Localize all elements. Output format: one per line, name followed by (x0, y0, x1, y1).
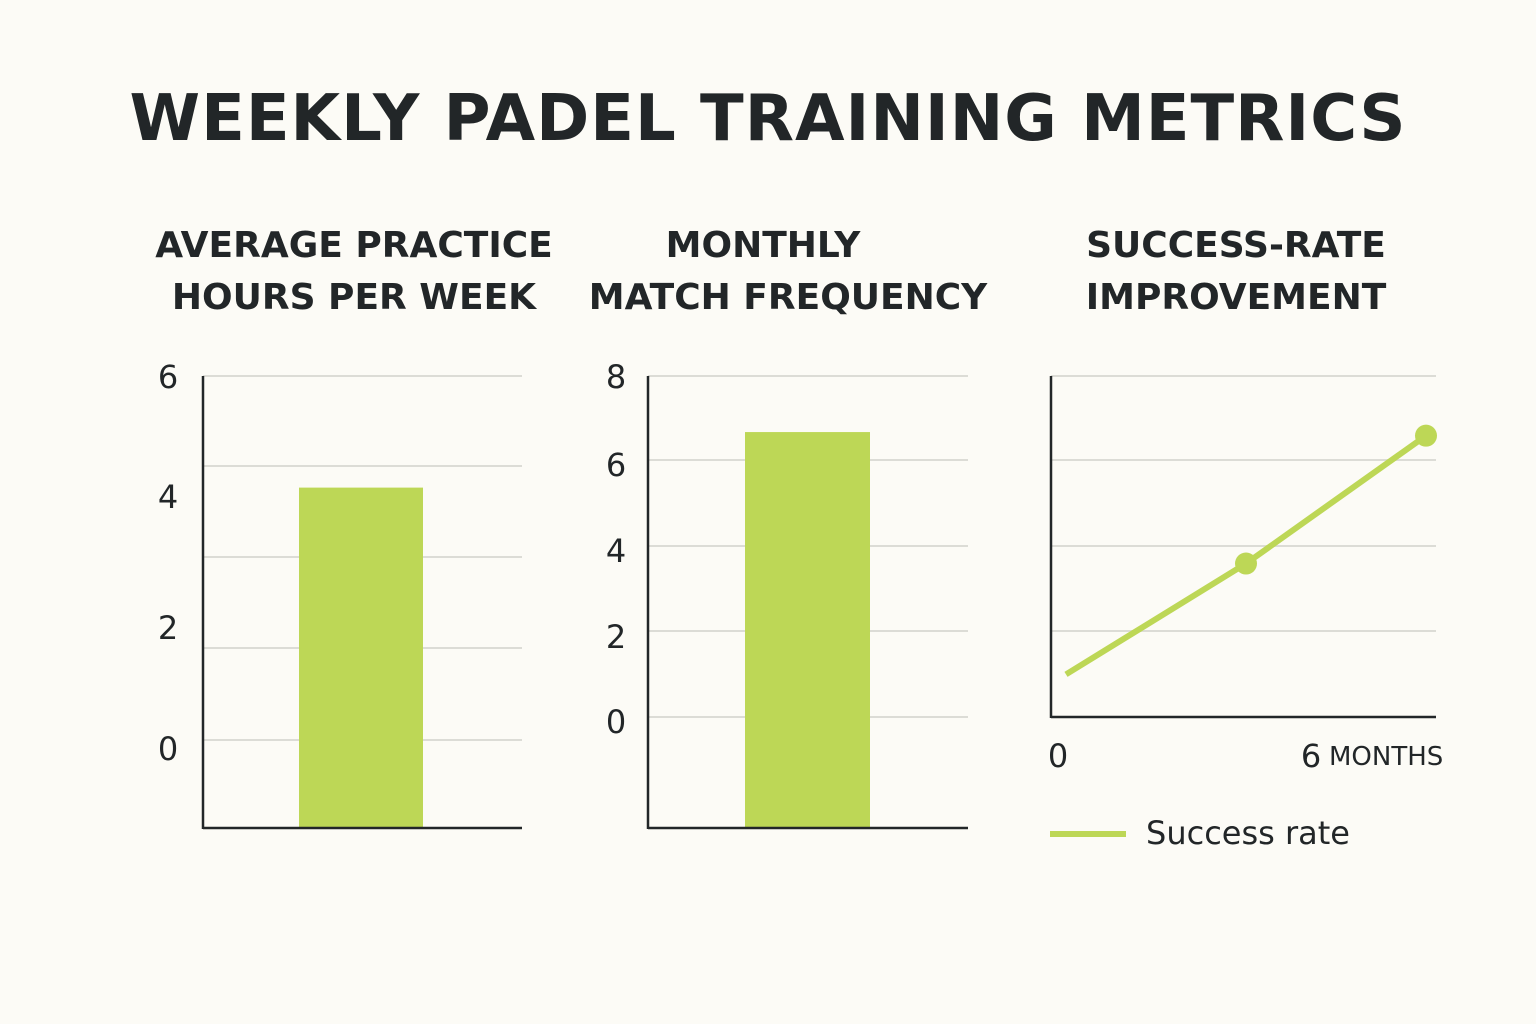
chart2-title: MONTHLY MATCH FREQUENCY (589, 220, 987, 324)
legend-swatch (1050, 831, 1126, 837)
y-tick-label: 2 (606, 618, 626, 656)
legend-label: Success rate (1146, 814, 1350, 852)
y-tick-label: 0 (606, 703, 626, 741)
y-tick-label: 0 (158, 730, 178, 768)
x-tick-label: 0 (1048, 737, 1068, 775)
y-tick-label: 4 (158, 478, 178, 516)
data-point (1235, 552, 1257, 575)
y-tick-label: 6 (158, 358, 178, 396)
chart3-title-line2: IMPROVEMENT (1085, 277, 1387, 318)
chart2-title-line1: MONTHLY (665, 225, 861, 266)
y-tick-label: 6 (606, 446, 626, 484)
y-tick-label: 8 (606, 358, 626, 396)
y-tick-label: 4 (606, 532, 626, 570)
bar (745, 432, 870, 828)
data-point (1415, 424, 1437, 447)
y-tick-label: 2 (158, 609, 178, 647)
chart2-title-line2: MATCH FREQUENCY (588, 277, 988, 318)
chart-title: WEEKLY PADEL TRAINING METRICS (129, 82, 1407, 156)
chart1-title-line2: HOURS PER WEEK (171, 277, 537, 318)
x-tick-label: 6 (1301, 737, 1321, 775)
bar (299, 487, 423, 828)
chart1-title: AVERAGE PRACTICE HOURS PER WEEK (155, 220, 552, 324)
chart3-title: SUCCESS-RATE IMPROVEMENT (1086, 220, 1387, 324)
chart1-title-line1: AVERAGE PRACTICE (155, 225, 553, 266)
chart3-title-line1: SUCCESS-RATE (1086, 225, 1386, 266)
x-axis-label: MONTHS (1329, 742, 1443, 772)
